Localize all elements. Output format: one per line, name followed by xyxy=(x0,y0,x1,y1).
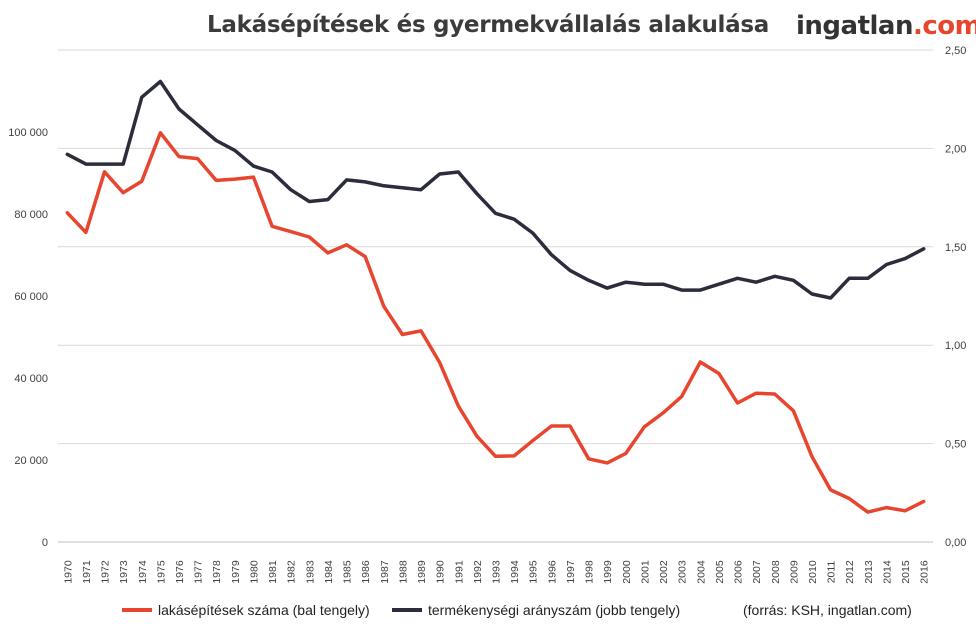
x-axis-tick-label: 1985 xyxy=(342,560,354,584)
x-axis-tick-label: 1974 xyxy=(137,560,149,584)
x-axis-tick-label: 1977 xyxy=(193,560,205,584)
legend-label-housing: lakásépítések száma (bal tengely) xyxy=(158,602,370,618)
chart-title: Lakásépítések és gyermekvállalás alakulá… xyxy=(207,12,769,38)
x-axis-tick-label: 1989 xyxy=(416,560,428,584)
x-axis-tick-label: 1976 xyxy=(174,560,186,584)
right-axis-tick-label: 0,50 xyxy=(945,439,966,451)
x-axis-tick-label: 2008 xyxy=(770,560,782,584)
x-axis-tick-label: 1998 xyxy=(584,560,596,584)
x-axis-tick-label: 1986 xyxy=(360,560,372,584)
x-axis-tick-label: 1992 xyxy=(472,560,484,584)
right-axis-tick-label: 1,50 xyxy=(945,242,966,254)
x-axis-tick-label: 2012 xyxy=(844,560,856,584)
x-axis-tick-label: 2016 xyxy=(919,560,931,584)
legend-swatch-housing xyxy=(122,608,152,613)
source-note: (forrás: KSH, ingatlan.com) xyxy=(743,602,912,618)
right-axis-tick-label: 2,00 xyxy=(945,143,966,155)
logo-text-main: ingatlan xyxy=(796,11,913,41)
x-axis-tick-label: 2009 xyxy=(788,560,800,584)
x-axis-tick-label: 1972 xyxy=(100,560,112,584)
left-axis-tick-label: 40 000 xyxy=(14,373,48,385)
housing-series-line xyxy=(65,131,926,514)
x-axis-tick-label: 1990 xyxy=(435,560,447,584)
x-axis-tick-label: 1987 xyxy=(379,560,391,584)
x-axis-tick-label: 1984 xyxy=(323,560,335,584)
x-axis-tick-label: 1983 xyxy=(304,560,316,584)
right-axis-tick-label: 2,50 xyxy=(945,45,966,57)
right-axis-tick-label: 0,00 xyxy=(945,537,966,549)
brand-logo: ingatlan.com xyxy=(796,11,976,41)
legend-item-housing: lakásépítések száma (bal tengely) xyxy=(122,602,370,618)
x-axis-tick-label: 1971 xyxy=(81,560,93,584)
x-axis-tick-label: 1979 xyxy=(230,560,242,584)
x-axis-tick-label: 1993 xyxy=(491,560,503,584)
x-axis-tick-label: 1988 xyxy=(397,560,409,584)
x-axis-tick-label: 1980 xyxy=(248,560,260,584)
x-axis-tick-label: 1997 xyxy=(565,560,577,584)
left-axis-tick-label: 0 xyxy=(42,537,48,549)
x-axis-tick-label: 2010 xyxy=(807,560,819,584)
x-axis-tick-label: 2006 xyxy=(733,560,745,584)
x-axis-tick-label: 1991 xyxy=(453,560,465,584)
x-axis-tick-label: 2000 xyxy=(621,560,633,584)
legend-swatch-fertility xyxy=(392,608,422,613)
legend-item-fertility: termékenységi arányszám (jobb tengely) xyxy=(392,602,680,618)
x-axis-tick-label: 1981 xyxy=(267,560,279,584)
fertility-series-line xyxy=(65,79,926,300)
logo-text-domain: .com xyxy=(912,11,976,41)
left-axis-tick-label: 100 000 xyxy=(8,127,48,139)
left-axis-tick-label: 80 000 xyxy=(14,209,48,221)
x-axis-tick-label: 2003 xyxy=(677,560,689,584)
x-axis-tick-label: 2011 xyxy=(826,561,838,584)
x-axis-tick-label: 1978 xyxy=(211,560,223,584)
x-axis-tick-label: 2014 xyxy=(881,560,893,584)
x-axis-tick-label: 1999 xyxy=(602,560,614,584)
x-axis-tick-label: 2002 xyxy=(658,560,670,584)
x-axis-tick-label: 1970 xyxy=(62,560,74,584)
x-axis-tick-label: 1973 xyxy=(118,560,130,584)
x-axis-tick-label: 2007 xyxy=(751,560,763,584)
x-axis-tick-label: 1975 xyxy=(155,560,167,584)
legend-label-fertility: termékenységi arányszám (jobb tengely) xyxy=(428,602,681,618)
left-axis-tick-label: 60 000 xyxy=(14,291,48,303)
x-axis-tick-label: 1982 xyxy=(286,560,298,584)
x-axis-tick-label: 1994 xyxy=(509,560,521,584)
left-axis-tick-label: 20 000 xyxy=(14,455,48,467)
x-axis-tick-label: 1996 xyxy=(546,560,558,584)
right-axis-tick-label: 1,00 xyxy=(945,340,966,352)
x-axis-tick-label: 2004 xyxy=(695,560,707,584)
x-axis-tick-label: 1995 xyxy=(528,560,540,584)
x-axis-tick-label: 2005 xyxy=(714,560,726,584)
x-axis-tick-label: 2001 xyxy=(639,560,651,584)
x-axis-tick-label: 2013 xyxy=(863,560,875,584)
x-axis-tick-label: 2015 xyxy=(900,560,912,584)
